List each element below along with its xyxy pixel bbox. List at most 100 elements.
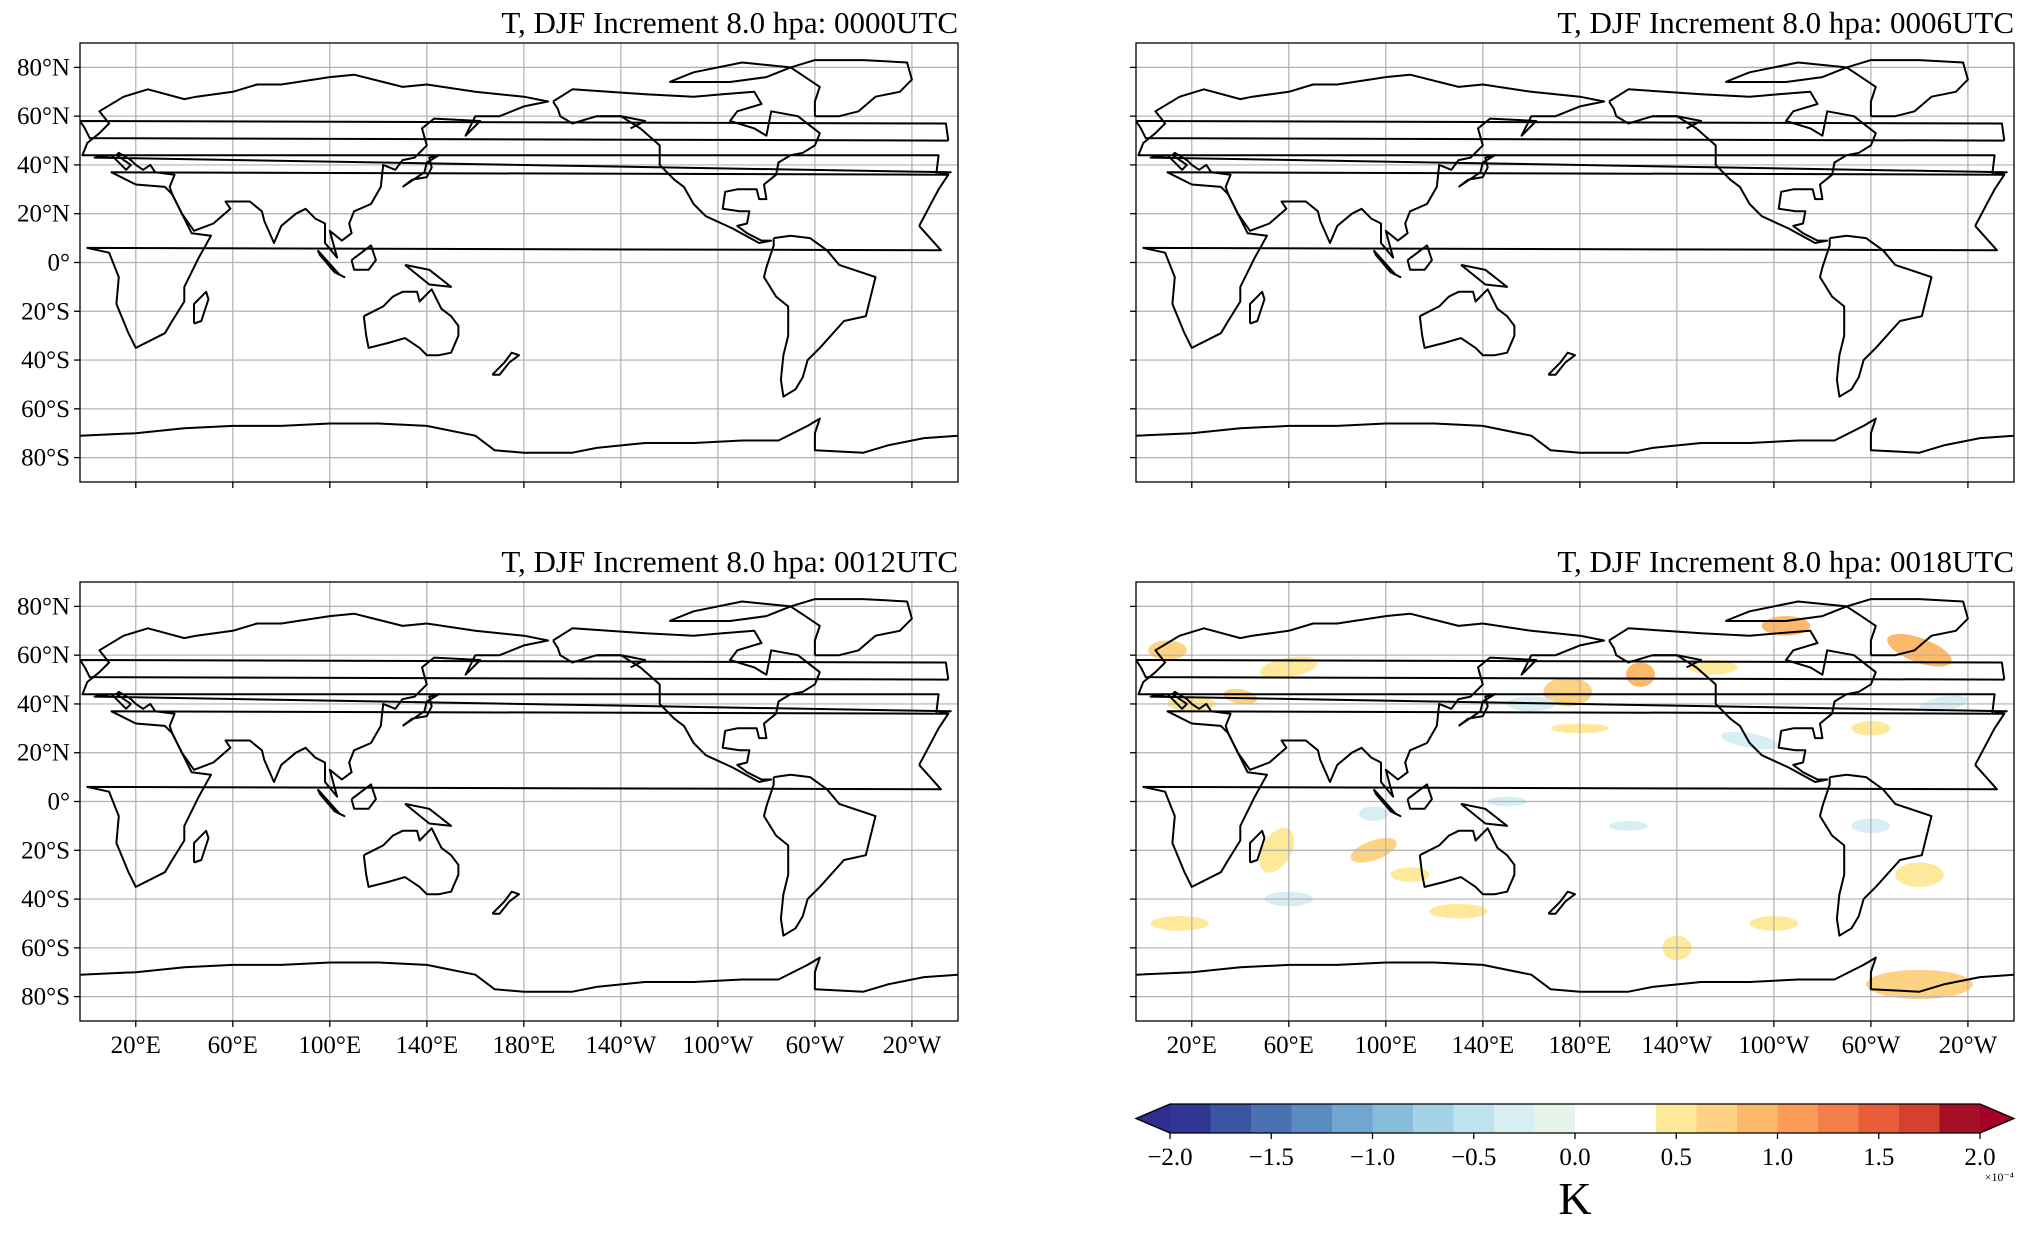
lon-tick-label: 20°W [883, 1032, 942, 1059]
colorbar-bin [1696, 1104, 1738, 1133]
increment-contour [1359, 806, 1389, 822]
colorbar-bin [1858, 1104, 1900, 1133]
colorbar-tick-label: 2.0 [1964, 1144, 1995, 1171]
colorbar-bin [1818, 1104, 1859, 1133]
increment-contour [1223, 688, 1258, 705]
coastline [552, 88, 821, 244]
map-panel: 80°N 60°N 40°N 20°N 0° 20°S 40°S 60°S 80°S 20°E 60… [17, 544, 959, 1059]
increment-contour [1429, 903, 1488, 919]
coastline [1372, 788, 1402, 818]
coastline [789, 59, 913, 118]
increment-contour [1887, 633, 1952, 667]
colorbar-tick-label: −2.0 [1147, 1144, 1192, 1171]
colorbar-bin [1372, 1104, 1414, 1133]
increment-contour [1608, 821, 1648, 831]
coastline [596, 115, 647, 130]
lon-tick-label: 140°W [1641, 1032, 1712, 1059]
lon-tick-label: 100°E [298, 1032, 361, 1059]
coastline [1406, 783, 1433, 810]
map-area [80, 582, 958, 1021]
coastline [81, 612, 952, 798]
colorbar-bin [1656, 1104, 1697, 1133]
lat-tick-label: 80°N [17, 593, 70, 620]
lat-tick-label: 20°N [17, 740, 70, 767]
coastline [1608, 627, 1877, 783]
lon-tick-label: 140°W [585, 1032, 656, 1059]
coastline [86, 710, 950, 888]
coastline [763, 773, 877, 937]
colorbar-extend-low [1136, 1104, 1170, 1133]
colorbar-bin [1534, 1104, 1576, 1133]
coastline [404, 802, 453, 827]
increment-contour [1720, 731, 1779, 750]
coastline [1136, 659, 2006, 681]
panel-title: T, DJF Increment 8.0 hpa: 0012UTC [501, 544, 958, 579]
lon-tick-label: 60°E [1264, 1032, 1314, 1059]
lon-tick-label: 140°E [395, 1032, 458, 1059]
colorbar-bin [1413, 1104, 1454, 1133]
coastline [1418, 288, 1516, 357]
lon-tick-label: 180°E [1548, 1032, 1611, 1059]
increment-contour [1866, 969, 1973, 1000]
lon-tick-label: 100°W [1738, 1032, 1809, 1059]
coastline [80, 659, 950, 681]
map-area [1136, 582, 2014, 1021]
coastline [1249, 290, 1266, 325]
coastline [669, 600, 792, 622]
colorbar-bin [1291, 1104, 1333, 1133]
lat-tick-label: 20°N [17, 201, 70, 228]
coastline [193, 290, 210, 325]
coastline [80, 417, 958, 454]
lat-tick-label: 40°S [21, 886, 70, 913]
colorbar-bin [1210, 1104, 1252, 1133]
coastline [552, 627, 821, 783]
colorbar-tick-label: −1.0 [1350, 1144, 1395, 1171]
lon-tick-label: 20°E [111, 1032, 161, 1059]
lat-tick-label: 60°N [17, 642, 70, 669]
colorbar-label: K [1558, 1173, 1591, 1224]
coastline [669, 61, 792, 83]
lon-tick-label: 20°W [1939, 1032, 1998, 1059]
coastline [1725, 61, 1848, 83]
lat-tick-label: 0° [48, 789, 71, 816]
lon-tick-label: 60°E [208, 1032, 258, 1059]
lat-tick-label: 0° [48, 250, 71, 277]
coastline [80, 956, 958, 993]
colorbar-bin [1494, 1104, 1535, 1133]
panel-title: T, DJF Increment 8.0 hpa: 0018UTC [1557, 544, 2014, 579]
coastline [404, 263, 453, 288]
map-panel: 20°E 60°E 100°E 140°E 180°E 140°W 100°W 60°W 20°… [1130, 544, 2015, 1059]
coastline [193, 829, 210, 864]
coastline [350, 244, 377, 271]
coastline [491, 890, 520, 915]
lon-tick-label: 100°W [682, 1032, 753, 1059]
map-area [80, 43, 958, 482]
coastline [1372, 249, 1402, 279]
map-frame [1135, 581, 2015, 1022]
lon-tick-label: 140°E [1451, 1032, 1514, 1059]
coastline [789, 598, 913, 657]
coastline [1819, 234, 1933, 398]
colorbar-bin [1939, 1104, 1981, 1133]
coastline [1137, 612, 2008, 798]
colorbar-tick-label: −1.5 [1249, 1144, 1294, 1171]
coastline [80, 120, 950, 142]
coastline [1819, 773, 1933, 937]
colorbar-multiplier: ×10⁻⁴ [1985, 1170, 2014, 1184]
lat-tick-label: 60°S [21, 396, 70, 423]
lat-tick-label: 20°S [21, 837, 70, 864]
lon-tick-label: 60°W [786, 1032, 845, 1059]
increment-contour [1390, 867, 1430, 882]
coastline [763, 234, 877, 398]
coastline [1136, 120, 2006, 142]
colorbar-bin [1737, 1104, 1778, 1133]
lat-tick-label: 80°S [21, 445, 70, 472]
map-area [1136, 43, 2014, 482]
lat-tick-label: 60°N [17, 103, 70, 130]
coastline [1547, 890, 1576, 915]
coastline [1547, 351, 1576, 376]
coastline [1457, 693, 1496, 727]
coastline [1406, 244, 1433, 271]
lon-tick-label: 20°E [1167, 1032, 1217, 1059]
